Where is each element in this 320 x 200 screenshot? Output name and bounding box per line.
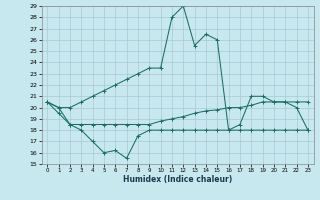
X-axis label: Humidex (Indice chaleur): Humidex (Indice chaleur) [123, 175, 232, 184]
